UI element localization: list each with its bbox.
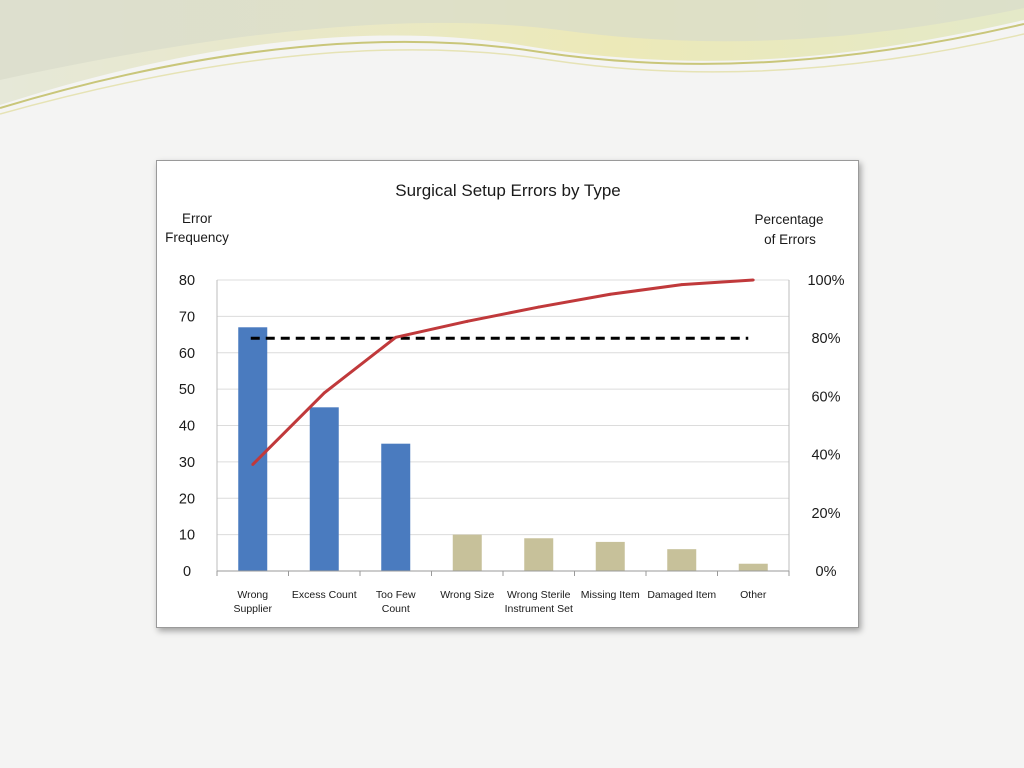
category-label-line: Wrong Sterile bbox=[507, 589, 571, 601]
y-tick-label: 60 bbox=[179, 346, 195, 362]
category-label: Wrong Sterile Instrument Set bbox=[505, 589, 573, 615]
category-label-line: Supplier bbox=[233, 603, 272, 615]
pareto-chart: Surgical Setup Errors by Type Error Freq… bbox=[165, 181, 845, 615]
y-axis-title-line1: Error bbox=[182, 211, 213, 226]
category-label: Too Few Count bbox=[376, 589, 416, 615]
bar bbox=[309, 407, 339, 571]
y2-tick-label: 80% bbox=[811, 331, 840, 347]
y-tick-label: 80 bbox=[179, 273, 195, 289]
y2-tick-label: 60% bbox=[811, 389, 840, 405]
y2-tick-label: 20% bbox=[811, 506, 840, 522]
bars bbox=[238, 327, 768, 571]
cumulative-point bbox=[751, 278, 755, 282]
cumulative-point bbox=[394, 335, 398, 339]
category-label-line: Wrong bbox=[237, 589, 268, 601]
category-label: Wrong Supplier bbox=[233, 589, 272, 615]
category-label-line: Wrong Size bbox=[440, 589, 494, 601]
category-label-line: Missing Item bbox=[581, 589, 640, 601]
cumulative-point bbox=[680, 283, 684, 287]
bar bbox=[667, 549, 697, 571]
cumulative-percent-line bbox=[251, 278, 754, 466]
cumulative-point bbox=[322, 391, 326, 395]
category-label-line: Other bbox=[740, 589, 767, 601]
y2-axis-title-line1: Percentage bbox=[754, 212, 823, 227]
y-tick-label: 40 bbox=[179, 419, 195, 435]
cumulative-point bbox=[608, 292, 612, 296]
category-label: Other bbox=[740, 589, 767, 601]
bar bbox=[238, 327, 268, 571]
y2-tick-label: 100% bbox=[807, 273, 844, 289]
bar bbox=[738, 563, 768, 571]
category-label-line: Excess Count bbox=[292, 589, 357, 601]
bar bbox=[452, 534, 482, 571]
bar bbox=[595, 541, 625, 571]
cumulative-point bbox=[537, 305, 541, 309]
gridlines bbox=[217, 279, 789, 536]
y-tick-label: 0 bbox=[183, 564, 191, 580]
chart-card: Surgical Setup Errors by Type Error Freq… bbox=[156, 160, 859, 628]
chart-title: Surgical Setup Errors by Type bbox=[395, 181, 621, 200]
cumulative-series bbox=[250, 278, 755, 466]
y-tick-label: 30 bbox=[179, 455, 195, 471]
y-tick-label: 20 bbox=[179, 491, 195, 507]
cumulative-point bbox=[251, 463, 255, 466]
y-tick-label: 10 bbox=[179, 528, 195, 544]
bar bbox=[524, 538, 554, 571]
category-label: Damaged Item bbox=[647, 589, 716, 601]
category-label-line: Instrument Set bbox=[505, 603, 573, 615]
category-label: Excess Count bbox=[292, 589, 357, 601]
category-label: Wrong Size bbox=[440, 589, 494, 601]
category-label: Missing Item bbox=[581, 589, 640, 601]
axes: 0 10 20 30 40 50 60 70 80 0% 20% 40% 60% 80% 100% Wrong… bbox=[179, 273, 845, 615]
y-tick-label: 50 bbox=[179, 382, 195, 398]
cumulative-point bbox=[465, 319, 469, 323]
category-label-line: Count bbox=[382, 603, 410, 615]
category-label-line: Too Few bbox=[376, 589, 416, 601]
bar bbox=[381, 443, 411, 571]
y2-tick-label: 0% bbox=[816, 564, 837, 580]
y-axis-title-line2: Frequency bbox=[165, 230, 229, 245]
y2-axis-title-line2: of Errors bbox=[764, 232, 816, 247]
y2-tick-label: 40% bbox=[811, 448, 840, 464]
category-label-line: Damaged Item bbox=[647, 589, 716, 601]
y-tick-label: 70 bbox=[179, 309, 195, 325]
